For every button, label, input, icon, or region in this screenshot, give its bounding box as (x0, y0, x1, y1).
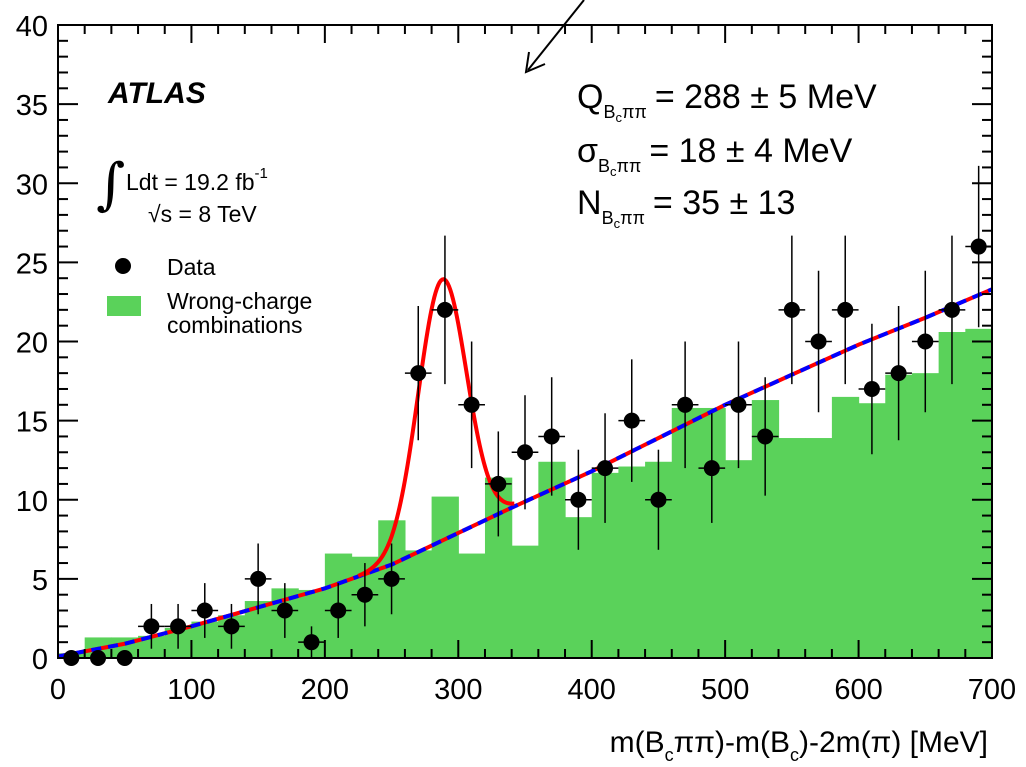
data-point (890, 365, 907, 382)
histogram-bar (431, 496, 459, 658)
luminosity-label: Ldt = 19.2 fb-1 (126, 165, 268, 195)
legend-wrong-charge-label-line2: combinations (167, 312, 303, 338)
data-point (223, 618, 240, 635)
x-tick-label: 100 (167, 674, 215, 706)
data-point (917, 333, 934, 350)
histogram-bar (911, 373, 940, 658)
histogram-bar (831, 396, 860, 658)
x-axis-label: m(Bcππ)-m(Bc)-2m(π) [MeV] (610, 726, 988, 765)
histogram-bar (404, 550, 433, 658)
data-point (943, 301, 960, 318)
data-point (170, 618, 187, 635)
histogram-bar (938, 332, 966, 658)
y-tick-label: 35 (16, 90, 48, 122)
histogram-bar (965, 328, 993, 658)
y-tick-label: 25 (16, 248, 48, 280)
experiment-label: ATLAS (107, 77, 206, 110)
integral-sign: ∫ (96, 152, 125, 217)
data-point (303, 634, 320, 651)
data-point (863, 380, 880, 397)
data-point (196, 602, 213, 619)
histogram-bar (778, 438, 806, 658)
data-point (703, 460, 720, 477)
data-point (276, 602, 293, 619)
y-tick-label: 30 (16, 169, 48, 201)
tick-labels: 0 100 200 300 400 500 600 700 0 5 10 15 20 25 30 35 40 (16, 11, 1016, 706)
legend-wrong-charge-label: Wrong-charge (167, 288, 312, 314)
y-tick-label: 20 (16, 328, 48, 360)
histogram-bar (618, 466, 646, 658)
data-point (810, 333, 827, 350)
axis-ticks (57, 24, 993, 659)
y-tick-label: 0 (32, 644, 48, 676)
data-point (597, 460, 614, 477)
histogram-bar (458, 553, 486, 658)
legend-data-marker (115, 258, 131, 274)
y-tick-label: 5 (32, 565, 48, 597)
fit-result-n: NBcππ = 35 ± 13 (577, 184, 795, 231)
data-point (517, 444, 533, 461)
x-tick-label: 600 (834, 674, 882, 706)
data-point (970, 238, 987, 255)
legend-wrong-charge-marker (107, 296, 141, 316)
data-point (650, 491, 667, 508)
data-point (677, 396, 694, 413)
background-fit-layer (57, 287, 993, 659)
signal-fit-curve (357, 277, 515, 578)
energy-label: √s = 8 TeV (148, 201, 257, 227)
fit-result-sigma: σBcππ = 18 ± 4 MeV (577, 132, 853, 179)
y-tick-label: 15 (16, 407, 48, 439)
data-point (383, 570, 400, 587)
background-fit-curve (57, 287, 993, 659)
data-points-layer (58, 165, 992, 666)
data-point (356, 586, 373, 603)
data-point (436, 301, 453, 318)
data-point (490, 475, 507, 492)
data-point (570, 491, 587, 508)
histogram-bar (511, 545, 539, 658)
histogram-bar (725, 460, 753, 658)
y-tick-label: 10 (16, 486, 48, 518)
x-tick-label: 200 (301, 674, 349, 706)
data-point (143, 618, 160, 635)
legend-data-label: Data (167, 254, 216, 280)
data-point (410, 365, 427, 382)
x-tick-label: 700 (968, 674, 1016, 706)
x-tick-label: 0 (50, 674, 66, 706)
annotation-arrow (524, 0, 585, 74)
x-tick-label: 500 (701, 674, 749, 706)
x-tick-label: 400 (568, 674, 616, 706)
data-point (330, 602, 347, 619)
histogram-bar (805, 438, 833, 658)
data-point (730, 396, 747, 413)
signal-fit-layer (357, 277, 515, 578)
fit-result-q: QBcππ = 288 ± 5 MeV (577, 78, 877, 125)
data-point (543, 428, 560, 445)
data-point (623, 412, 640, 429)
y-tick-label: 40 (16, 11, 48, 43)
data-point (463, 396, 480, 413)
data-point (837, 301, 854, 318)
data-point (250, 570, 267, 587)
data-point (783, 301, 800, 318)
data-point (757, 428, 774, 445)
x-tick-label: 300 (434, 674, 482, 706)
